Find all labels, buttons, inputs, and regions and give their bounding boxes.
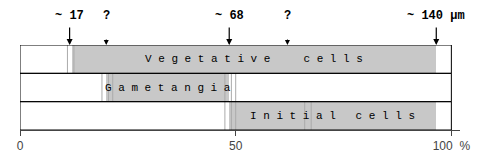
svg-text:?: ? <box>284 9 291 23</box>
svg-text:100 %: 100 % <box>433 139 471 153</box>
svg-text:?: ? <box>103 9 110 23</box>
svg-text:~ 68: ~ 68 <box>215 9 244 23</box>
svg-text:I n i t i a l c e l l s: I n i t i a l c e l l s <box>250 110 415 122</box>
svg-text:G a m e t a n g i a: G a m e t a n g i a <box>105 82 231 94</box>
svg-text:50: 50 <box>229 139 243 153</box>
svg-text:~ 140 µm: ~ 140 µm <box>407 9 465 23</box>
svg-text:0: 0 <box>17 139 24 153</box>
svg-text:V e g e t a t i v e c e l: V e g e t a t i v e c e l l s <box>145 53 363 65</box>
svg-text:~ 17: ~ 17 <box>55 9 84 23</box>
